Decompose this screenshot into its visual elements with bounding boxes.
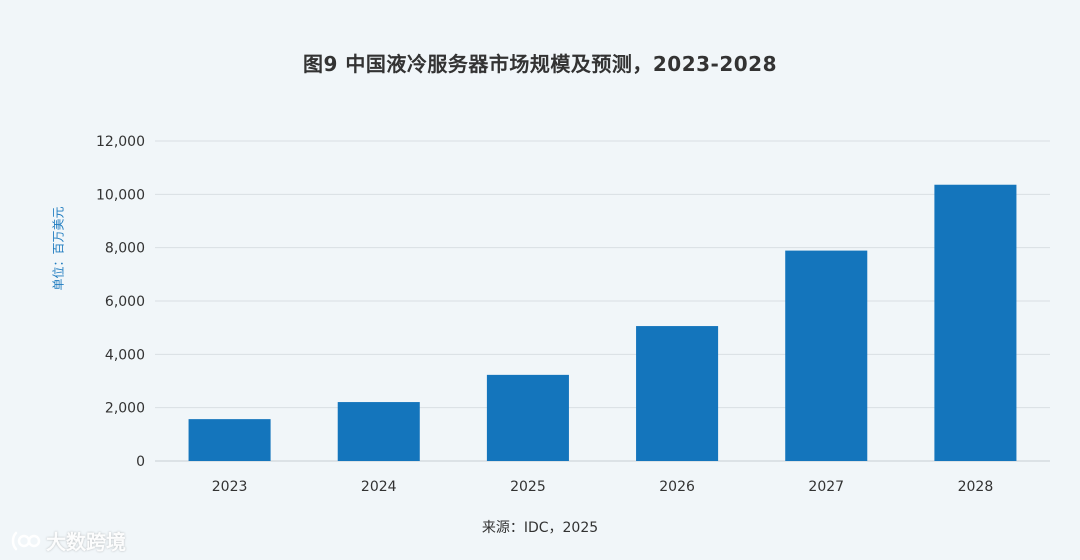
watermark: 大数跨境 bbox=[10, 526, 126, 555]
watermark-text: 大数跨境 bbox=[46, 530, 126, 554]
y-tick-label: 0 bbox=[136, 454, 145, 470]
y-tick-label: 4,000 bbox=[105, 347, 145, 363]
bar bbox=[337, 402, 420, 461]
x-tick-label: 2027 bbox=[808, 479, 844, 495]
bar bbox=[934, 184, 1017, 461]
chart-title: 图9 中国液冷服务器市场规模及预测，2023-2028 bbox=[302, 52, 777, 76]
x-tick-label: 2026 bbox=[659, 479, 695, 495]
y-tick-label: 2,000 bbox=[105, 401, 145, 417]
y-tick-label: 8,000 bbox=[105, 241, 145, 257]
bar bbox=[486, 374, 569, 461]
x-tick-label: 2028 bbox=[958, 479, 994, 495]
y-tick-label: 6,000 bbox=[105, 294, 145, 310]
x-tick-label: 2024 bbox=[361, 479, 397, 495]
x-tick-label: 2025 bbox=[510, 479, 546, 495]
brand-logo-icon bbox=[11, 531, 41, 550]
source-note: 来源：IDC，2025 bbox=[481, 520, 599, 536]
x-tick-label: 2023 bbox=[212, 479, 248, 495]
y-tick-label: 12,000 bbox=[96, 134, 145, 150]
bar bbox=[785, 250, 868, 461]
y-tick-label: 10,000 bbox=[96, 187, 145, 203]
bar bbox=[188, 419, 271, 461]
bar bbox=[636, 326, 719, 461]
